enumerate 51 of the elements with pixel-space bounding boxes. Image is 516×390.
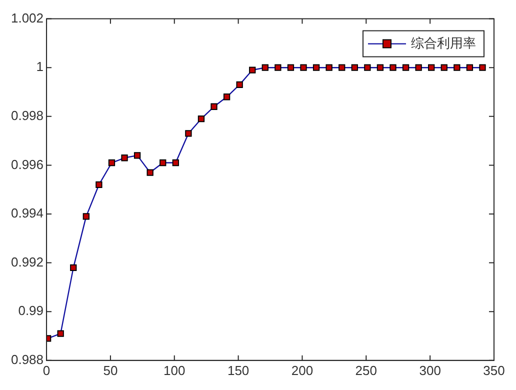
point	[134, 152, 141, 159]
x-tick-label: 50	[103, 362, 118, 378]
y-tick-label: 0.992	[10, 254, 44, 270]
x-tick-label: 150	[227, 362, 250, 378]
x-tick-label: 250	[355, 362, 378, 378]
point	[287, 64, 294, 71]
point	[440, 64, 448, 71]
point	[70, 264, 77, 272]
point	[210, 103, 218, 110]
point	[146, 169, 154, 176]
point	[249, 66, 256, 74]
y-tick-label: 1.002	[10, 10, 44, 26]
point	[160, 159, 166, 166]
point	[172, 159, 179, 166]
y-tick-label: 0.988	[10, 352, 44, 367]
point	[338, 64, 346, 71]
point	[274, 64, 282, 71]
y-tick-label: 0.996	[10, 156, 44, 172]
point	[364, 64, 371, 71]
point	[82, 213, 90, 220]
legend-label: 综合利用率	[411, 35, 476, 50]
point	[262, 64, 268, 71]
point	[402, 64, 410, 71]
point	[185, 130, 192, 137]
point	[326, 64, 332, 71]
y-tick-label: 1	[36, 59, 44, 74]
x-tick-label: 200	[291, 362, 314, 378]
point	[454, 64, 460, 71]
point	[236, 81, 243, 88]
x-tick-label: 300	[419, 362, 441, 378]
point	[479, 64, 486, 71]
point	[198, 116, 205, 122]
point	[466, 64, 474, 71]
point	[415, 64, 422, 71]
point	[300, 64, 307, 71]
point	[108, 159, 116, 166]
y-tick-label: 0.99	[18, 303, 44, 318]
x-tick-label: 100	[164, 362, 186, 378]
point	[96, 181, 102, 188]
y-tick-label: 0.994	[10, 206, 44, 221]
y-tick-label: 0.998	[10, 108, 44, 123]
x-tick-label: 0	[42, 362, 50, 378]
point	[312, 64, 320, 71]
point	[121, 154, 128, 162]
x-tick-label: 350	[483, 362, 505, 378]
point	[351, 64, 358, 71]
point	[223, 94, 230, 100]
point	[428, 64, 435, 71]
point	[390, 64, 396, 71]
point	[376, 64, 384, 71]
point	[57, 330, 64, 337]
